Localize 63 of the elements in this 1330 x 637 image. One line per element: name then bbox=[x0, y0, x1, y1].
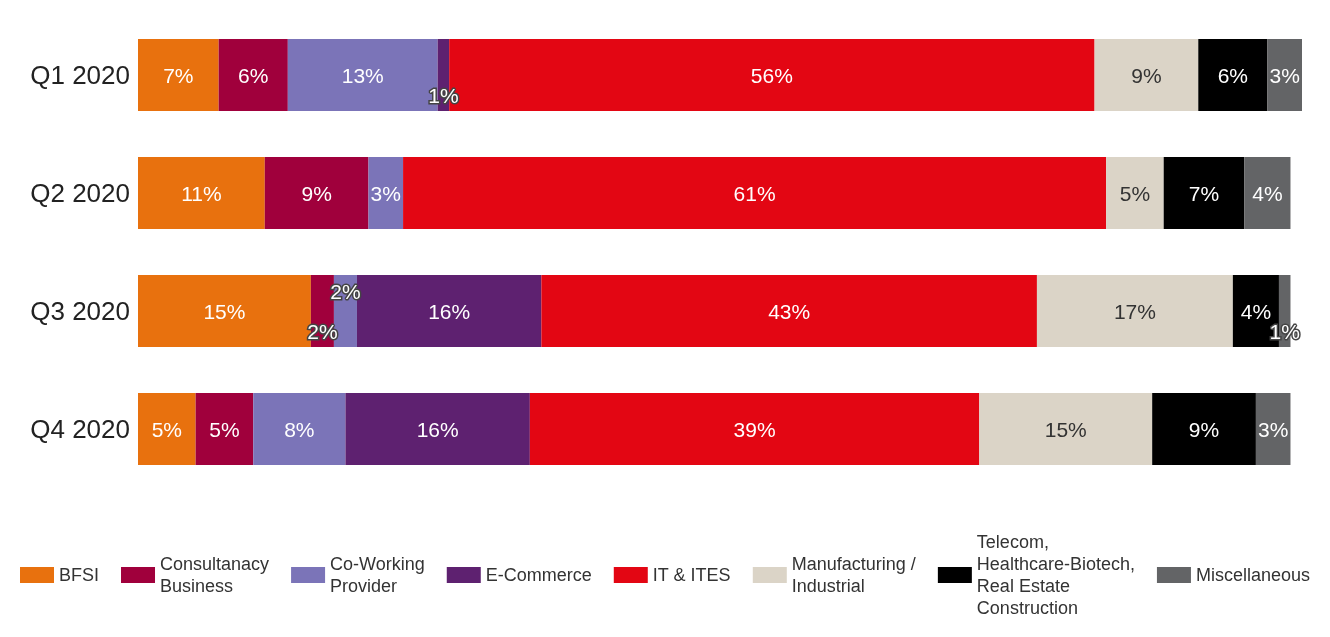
legend-label: Telecom, Healthcare-Biotech, Real Estate Construction bbox=[976, 532, 1135, 618]
data-label: 2% bbox=[307, 319, 338, 343]
data-label: 17% bbox=[1113, 299, 1156, 323]
bar bbox=[138, 39, 219, 111]
data-label: 5% bbox=[209, 417, 240, 441]
bar bbox=[138, 393, 196, 465]
data-label: 6% bbox=[1217, 63, 1249, 87]
y-tick-label: Q3 2020 bbox=[30, 296, 130, 326]
legend-label: Consultanacy Business bbox=[160, 554, 270, 596]
legend-label: Co-Working Provider bbox=[330, 554, 425, 596]
bar bbox=[1267, 39, 1302, 111]
data-label: 3% bbox=[1269, 63, 1300, 87]
bar bbox=[345, 393, 530, 465]
bar bbox=[218, 39, 288, 111]
legend-label: BFSI bbox=[59, 565, 100, 585]
data-label: 5% bbox=[151, 417, 182, 441]
bar bbox=[1163, 157, 1245, 229]
bar bbox=[1244, 157, 1291, 229]
data-label: 61% bbox=[733, 181, 776, 205]
data-label: 16% bbox=[428, 299, 471, 323]
bar bbox=[1152, 393, 1256, 465]
data-label: 1% bbox=[1269, 319, 1300, 343]
bar bbox=[253, 393, 346, 465]
legend-label: Manufacturing / Industrial bbox=[791, 554, 916, 596]
data-label: 6% bbox=[238, 63, 269, 87]
bar bbox=[195, 393, 254, 465]
data-label: 9% bbox=[1131, 63, 1162, 87]
data-label: 15% bbox=[1044, 417, 1087, 441]
data-label: 7% bbox=[1188, 181, 1220, 205]
data-label: 15% bbox=[203, 299, 246, 323]
data-label: 9% bbox=[1188, 417, 1220, 441]
legend-label: E-Commerce bbox=[485, 565, 592, 585]
legend-label: Miscellaneous bbox=[1195, 565, 1310, 585]
data-label: 16% bbox=[416, 417, 459, 441]
legend-label: IT & ITES bbox=[652, 565, 731, 585]
data-label: 7% bbox=[163, 63, 194, 87]
data-label: 9% bbox=[301, 181, 332, 205]
data-label: 8% bbox=[284, 417, 315, 441]
data-label: 13% bbox=[341, 63, 384, 87]
data-label: 5% bbox=[1119, 181, 1151, 205]
data-label: 3% bbox=[370, 181, 401, 205]
bar bbox=[1036, 275, 1233, 347]
bar bbox=[979, 393, 1153, 465]
bar bbox=[368, 157, 404, 229]
y-tick-label: Q2 2020 bbox=[30, 178, 130, 208]
data-label: 1% bbox=[428, 83, 459, 107]
data-label: 56% bbox=[750, 63, 793, 87]
data-label: 39% bbox=[733, 417, 776, 441]
y-tick-label: Q4 2020 bbox=[30, 414, 130, 444]
bar bbox=[541, 275, 1037, 347]
bar bbox=[403, 157, 1107, 229]
bar bbox=[1198, 39, 1268, 111]
bar bbox=[138, 157, 265, 229]
data-label: 4% bbox=[1252, 181, 1283, 205]
data-label: 43% bbox=[768, 299, 811, 323]
bar bbox=[1106, 157, 1164, 229]
bar bbox=[1094, 39, 1199, 111]
bar bbox=[529, 393, 980, 465]
bar bbox=[264, 157, 369, 229]
y-tick-label: Q1 2020 bbox=[30, 60, 130, 90]
data-label: 3% bbox=[1258, 417, 1289, 441]
data-label: 11% bbox=[181, 181, 222, 205]
data-label: 4% bbox=[1240, 299, 1272, 323]
